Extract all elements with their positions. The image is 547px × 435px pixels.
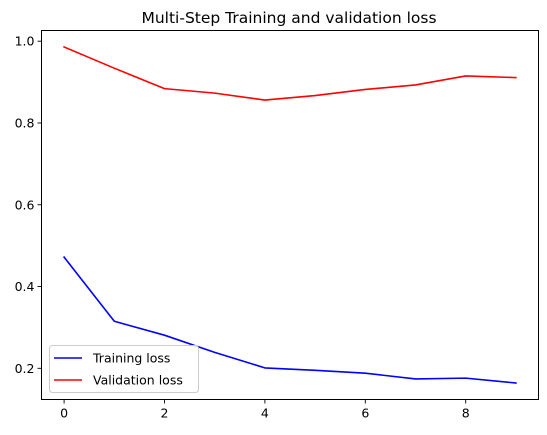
legend-label-validation-loss: Validation loss <box>93 373 183 388</box>
y-axis: 0.2 0.4 0.6 0.8 1.0 <box>15 34 42 376</box>
legend-label-training-loss: Training loss <box>92 351 170 366</box>
x-tick-label: 6 <box>361 406 369 421</box>
series-line-training-loss <box>62 255 517 384</box>
series-layer <box>62 45 517 384</box>
y-tick-label: 0.4 <box>15 279 35 294</box>
x-tick-label: 2 <box>161 406 169 421</box>
chart-title: Multi-Step Training and validation loss <box>141 9 436 27</box>
x-axis: 0 2 4 6 8 <box>60 399 470 421</box>
y-tick-label: 0.2 <box>15 361 35 376</box>
y-tick-label: 1.0 <box>15 34 35 49</box>
x-tick-label: 8 <box>462 406 470 421</box>
series-line-validation-loss <box>63 45 517 101</box>
legend-box <box>49 345 199 393</box>
y-tick-label: 0.6 <box>15 197 35 212</box>
y-tick-label: 0.8 <box>15 115 35 130</box>
x-tick-label: 4 <box>261 406 269 421</box>
x-tick-label: 0 <box>60 406 68 421</box>
plot-area-frame <box>41 30 539 400</box>
legend: Training loss Validation loss <box>49 345 199 393</box>
